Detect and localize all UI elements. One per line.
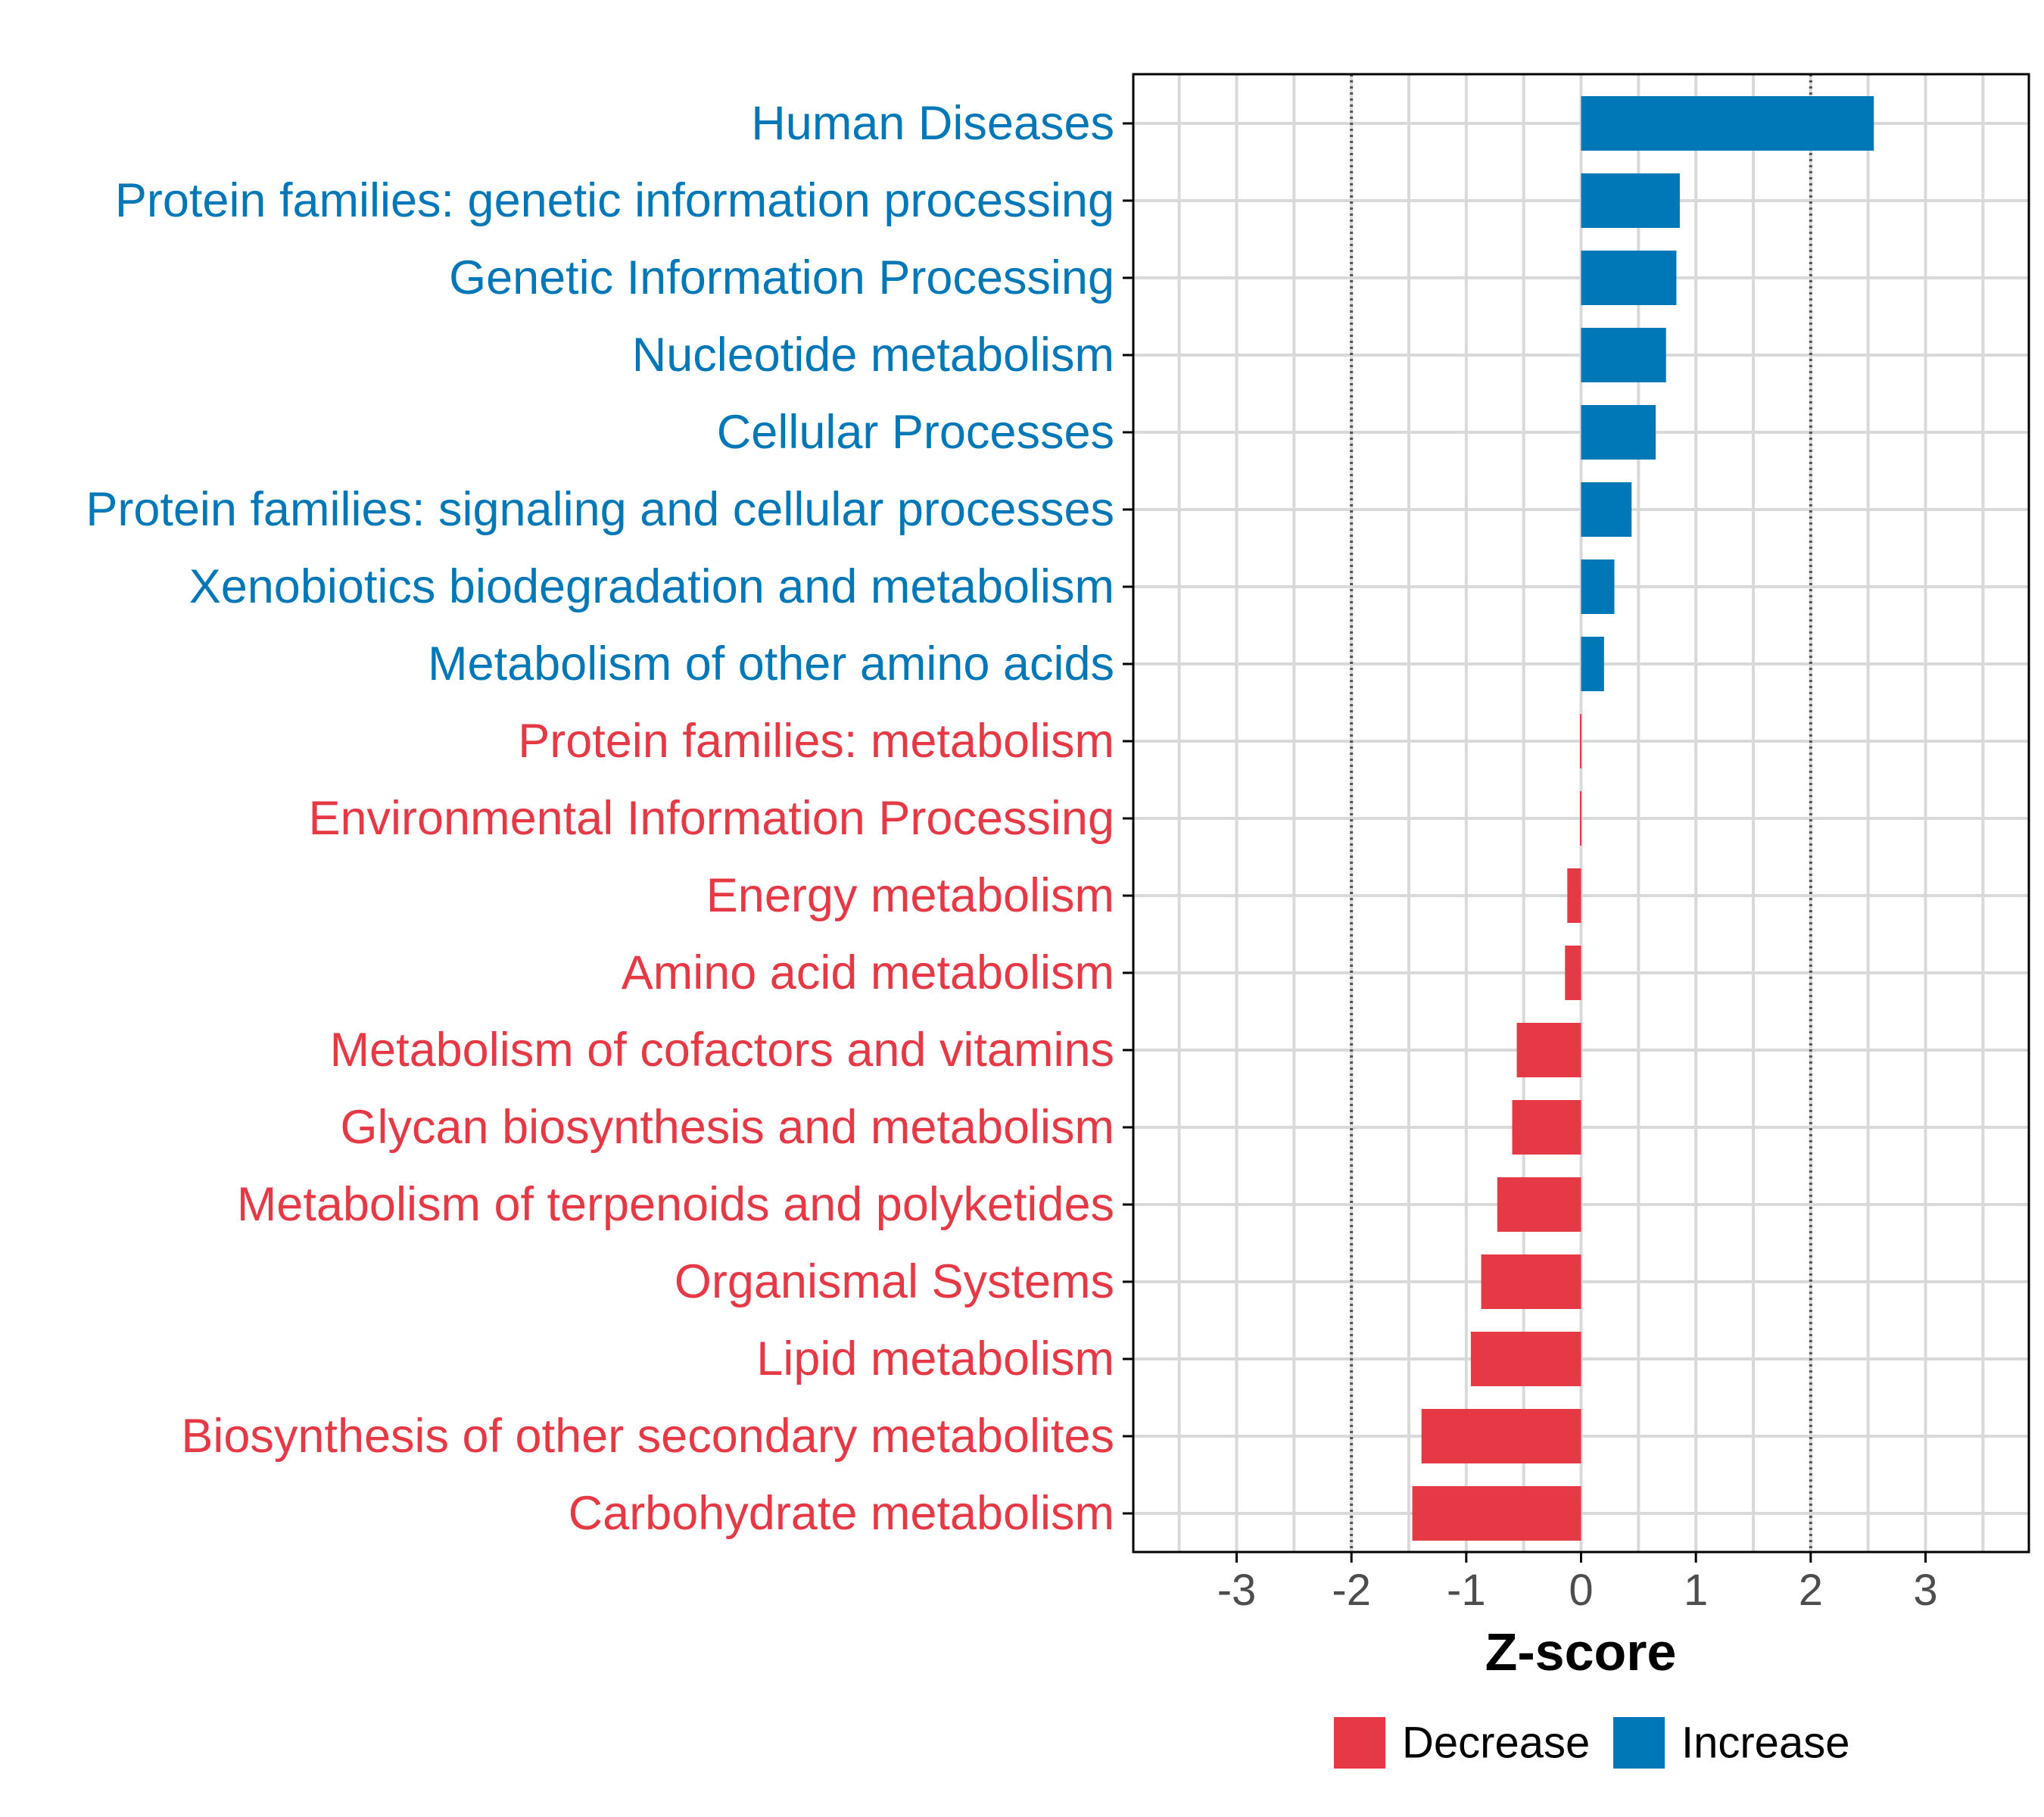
bar <box>1579 714 1581 768</box>
category-label: Metabolism of terpenoids and polyketides <box>237 1178 1114 1231</box>
category-label: Biosynthesis of other secondary metaboli… <box>181 1410 1114 1463</box>
bar <box>1581 637 1604 691</box>
bar <box>1516 1023 1581 1077</box>
bar <box>1412 1486 1581 1541</box>
bar <box>1565 946 1581 1000</box>
category-label: Energy metabolism <box>706 869 1114 922</box>
x-tick-label: -1 <box>1447 1566 1486 1615</box>
category-label: Carbohydrate metabolism <box>569 1487 1114 1540</box>
bar <box>1481 1254 1581 1309</box>
category-label: Organismal Systems <box>675 1255 1114 1308</box>
legend-swatch <box>1334 1717 1385 1769</box>
bar <box>1581 173 1680 228</box>
reference-lines <box>1350 74 1812 1552</box>
category-label: Metabolism of cofactors and vitamins <box>330 1024 1114 1077</box>
category-label: Glycan biosynthesis and metabolism <box>341 1101 1115 1154</box>
bar <box>1421 1409 1581 1463</box>
bar <box>1581 251 1677 305</box>
category-label: Xenobiotics biodegradation and metabolis… <box>189 560 1114 613</box>
x-tick-label: 2 <box>1799 1566 1823 1615</box>
y-axis: Human Diseases Protein families: genetic … <box>86 97 1133 1540</box>
bar <box>1581 405 1656 460</box>
category-label: Cellular Processes <box>717 406 1114 459</box>
category-label: Amino acid metabolism <box>622 946 1114 999</box>
x-tick-label: 1 <box>1684 1566 1708 1615</box>
x-tick-label: 3 <box>1913 1566 1937 1615</box>
bar <box>1581 559 1615 614</box>
category-label: Protein families: genetic information pr… <box>115 174 1114 227</box>
category-label: Environmental Information Processing <box>308 792 1114 845</box>
legend-swatch <box>1613 1717 1665 1769</box>
bar <box>1470 1332 1581 1386</box>
x-axis: -3 -2 -1 0 1 2 3 <box>1217 1552 1938 1615</box>
bar <box>1581 482 1632 537</box>
category-label: Metabolism of other amino acids <box>428 637 1114 690</box>
category-label: Nucleotide metabolism <box>632 329 1114 382</box>
x-axis-title: Z-score <box>1485 1622 1677 1681</box>
x-tick-label: 0 <box>1569 1566 1593 1615</box>
category-label: Genetic Information Processing <box>449 251 1114 304</box>
legend-label: Increase <box>1681 1719 1849 1768</box>
category-label: Lipid metabolism <box>756 1332 1114 1385</box>
bar <box>1512 1100 1581 1155</box>
bar <box>1567 868 1581 923</box>
category-label: Protein families: signaling and cellular… <box>86 483 1114 536</box>
bar <box>1581 328 1666 382</box>
bars <box>1412 96 1874 1541</box>
bar <box>1579 791 1581 846</box>
category-label: Protein families: metabolism <box>518 715 1114 768</box>
x-tick-label: -3 <box>1217 1566 1257 1615</box>
x-tick-label: -2 <box>1332 1566 1371 1615</box>
bar <box>1581 96 1874 151</box>
legend-label: Decrease <box>1402 1719 1590 1768</box>
bar <box>1497 1177 1581 1232</box>
category-label: Human Diseases <box>751 97 1114 150</box>
legend: Decrease Increase <box>1334 1717 1849 1769</box>
